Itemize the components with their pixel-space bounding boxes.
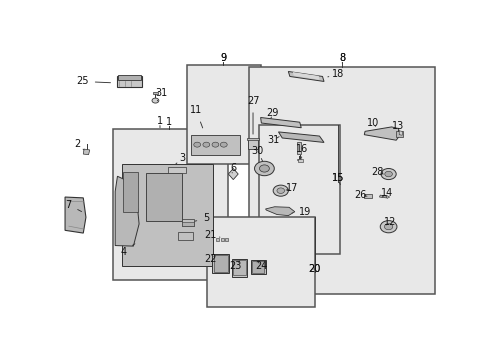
Text: 20: 20: [309, 264, 321, 274]
FancyBboxPatch shape: [216, 238, 219, 242]
Circle shape: [194, 142, 200, 147]
FancyBboxPatch shape: [118, 75, 141, 80]
FancyBboxPatch shape: [146, 174, 182, 221]
Polygon shape: [83, 149, 90, 155]
FancyBboxPatch shape: [118, 76, 142, 87]
Circle shape: [277, 188, 285, 193]
Text: 27: 27: [247, 96, 259, 134]
Text: 19: 19: [292, 207, 312, 217]
Text: 8: 8: [339, 53, 345, 63]
Polygon shape: [399, 131, 402, 135]
Text: 23: 23: [230, 261, 242, 270]
FancyBboxPatch shape: [123, 172, 138, 212]
Polygon shape: [278, 132, 324, 143]
Text: 2: 2: [74, 139, 84, 150]
FancyBboxPatch shape: [233, 260, 246, 275]
Polygon shape: [288, 72, 324, 81]
Polygon shape: [379, 195, 387, 198]
FancyBboxPatch shape: [178, 232, 193, 240]
Text: 9: 9: [220, 53, 226, 65]
Text: 13: 13: [392, 121, 405, 131]
Text: 25: 25: [76, 76, 111, 86]
FancyBboxPatch shape: [297, 158, 301, 160]
FancyBboxPatch shape: [207, 217, 315, 307]
Text: 1: 1: [167, 117, 172, 127]
Text: 4: 4: [120, 244, 135, 257]
Polygon shape: [293, 72, 319, 80]
Text: 15: 15: [332, 174, 344, 184]
FancyBboxPatch shape: [251, 260, 266, 274]
FancyBboxPatch shape: [364, 194, 372, 198]
Polygon shape: [261, 117, 301, 128]
Polygon shape: [115, 176, 139, 246]
Circle shape: [220, 142, 227, 147]
FancyBboxPatch shape: [298, 159, 303, 162]
FancyBboxPatch shape: [153, 92, 158, 94]
FancyBboxPatch shape: [168, 167, 186, 173]
Polygon shape: [182, 222, 194, 226]
Text: 24: 24: [256, 261, 268, 271]
Circle shape: [385, 224, 393, 230]
Text: 6: 6: [230, 163, 236, 174]
Text: 31: 31: [267, 135, 279, 145]
FancyBboxPatch shape: [187, 66, 261, 164]
Text: 3: 3: [176, 153, 186, 164]
Text: 20: 20: [309, 264, 321, 274]
FancyBboxPatch shape: [220, 238, 224, 242]
Polygon shape: [65, 197, 86, 233]
Text: 14: 14: [381, 188, 393, 198]
Polygon shape: [386, 195, 390, 198]
FancyBboxPatch shape: [249, 67, 435, 294]
Text: 16: 16: [295, 144, 308, 158]
FancyBboxPatch shape: [191, 135, 240, 155]
Text: 31: 31: [155, 87, 167, 101]
Text: 28: 28: [371, 167, 383, 177]
Text: 26: 26: [354, 190, 367, 200]
Text: 21: 21: [204, 230, 220, 240]
Text: 18: 18: [328, 69, 344, 79]
FancyBboxPatch shape: [259, 125, 341, 254]
FancyBboxPatch shape: [396, 131, 403, 137]
Text: 12: 12: [384, 217, 396, 227]
Text: 15: 15: [332, 174, 344, 185]
Circle shape: [381, 168, 396, 180]
Text: 1: 1: [157, 116, 163, 128]
FancyBboxPatch shape: [252, 261, 265, 273]
FancyBboxPatch shape: [247, 138, 259, 140]
Circle shape: [380, 221, 397, 233]
Circle shape: [152, 98, 159, 103]
Text: 11: 11: [190, 105, 203, 128]
FancyBboxPatch shape: [113, 129, 228, 280]
Polygon shape: [364, 127, 400, 140]
FancyBboxPatch shape: [212, 254, 229, 273]
Text: 7: 7: [65, 199, 81, 212]
FancyBboxPatch shape: [248, 139, 258, 149]
FancyBboxPatch shape: [232, 260, 247, 276]
FancyBboxPatch shape: [225, 238, 228, 242]
Polygon shape: [228, 168, 238, 180]
FancyBboxPatch shape: [122, 164, 213, 266]
Circle shape: [385, 171, 392, 177]
Text: 17: 17: [286, 183, 298, 193]
Text: 9: 9: [220, 53, 226, 63]
Text: 22: 22: [204, 254, 217, 264]
FancyBboxPatch shape: [182, 220, 194, 226]
Circle shape: [254, 161, 274, 176]
Circle shape: [203, 142, 210, 147]
Circle shape: [212, 142, 219, 147]
Text: 8: 8: [339, 53, 345, 63]
Text: 5: 5: [195, 213, 210, 224]
FancyBboxPatch shape: [297, 143, 301, 154]
Polygon shape: [266, 207, 295, 216]
Text: 30: 30: [251, 146, 264, 161]
Text: 10: 10: [367, 118, 379, 128]
FancyBboxPatch shape: [214, 255, 228, 272]
Circle shape: [273, 185, 288, 196]
Circle shape: [260, 165, 270, 172]
Text: 29: 29: [267, 108, 279, 118]
